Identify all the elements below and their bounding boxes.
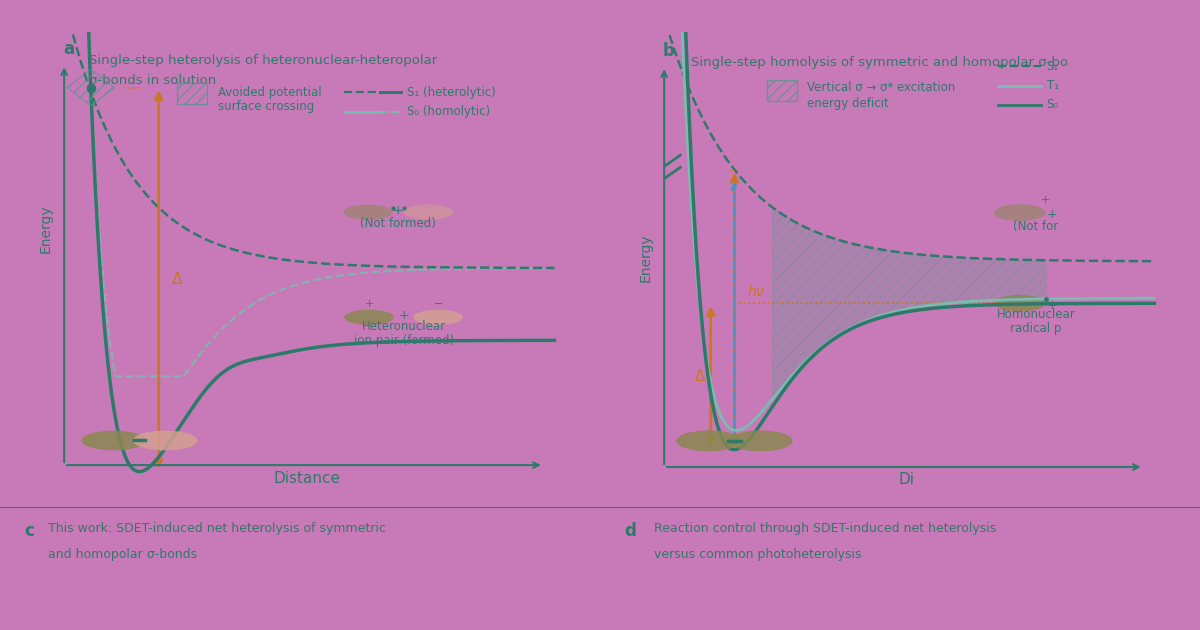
Text: d: d xyxy=(624,522,636,539)
Circle shape xyxy=(994,295,1045,312)
Text: Single-step homolysis of symmetric and homopolar σ-bo: Single-step homolysis of symmetric and h… xyxy=(691,56,1068,69)
Text: +: + xyxy=(398,309,409,322)
Text: and homopolar σ-bonds: and homopolar σ-bonds xyxy=(48,547,197,561)
Bar xyxy=(178,83,208,104)
Text: Δ: Δ xyxy=(695,369,706,384)
Circle shape xyxy=(728,430,793,451)
Circle shape xyxy=(403,205,454,220)
Circle shape xyxy=(82,431,146,450)
Text: Di: Di xyxy=(899,472,914,488)
Text: b: b xyxy=(664,42,674,60)
Circle shape xyxy=(677,430,740,451)
Circle shape xyxy=(413,310,463,325)
Text: Vertical σ → σ* excitation: Vertical σ → σ* excitation xyxy=(808,81,955,94)
Text: Energy: Energy xyxy=(638,234,653,282)
Circle shape xyxy=(133,431,198,450)
Text: This work: SDET-induced net heterolysis of symmetric: This work: SDET-induced net heterolysis … xyxy=(48,522,386,536)
Text: +: + xyxy=(392,204,403,217)
Text: hν: hν xyxy=(748,285,764,299)
Circle shape xyxy=(344,310,394,325)
Text: Avoided potential: Avoided potential xyxy=(218,86,322,99)
Text: σ-bonds in solution: σ-bonds in solution xyxy=(89,74,216,87)
Text: +: + xyxy=(1040,195,1050,205)
Text: Distance: Distance xyxy=(274,471,340,486)
Text: S₀ (homolytic): S₀ (homolytic) xyxy=(407,105,490,118)
Text: S₁: S₁ xyxy=(1046,60,1058,73)
Circle shape xyxy=(343,205,392,220)
Bar xyxy=(767,79,797,101)
Text: S₀: S₀ xyxy=(1046,98,1058,111)
Text: Energy: Energy xyxy=(38,204,53,253)
Text: Single-step heterolysis of heteronuclear-heteropolar: Single-step heterolysis of heteronuclear… xyxy=(89,55,437,67)
Text: S₁ (heterolytic): S₁ (heterolytic) xyxy=(407,86,496,99)
Text: −: − xyxy=(433,299,443,309)
Text: Heteronuclear: Heteronuclear xyxy=(361,320,445,333)
Text: energy deficit: energy deficit xyxy=(808,96,889,110)
Circle shape xyxy=(994,204,1045,221)
Text: T₁: T₁ xyxy=(1046,79,1058,92)
Text: a: a xyxy=(64,40,74,59)
Text: Homonuclear: Homonuclear xyxy=(996,308,1075,321)
Text: Δ: Δ xyxy=(172,272,182,287)
Text: Reaction control through SDET-induced net heterolysis: Reaction control through SDET-induced ne… xyxy=(654,522,996,536)
Text: (Not for: (Not for xyxy=(1013,220,1058,233)
Text: +: + xyxy=(365,299,373,309)
Text: ion pair (formed): ion pair (formed) xyxy=(354,333,454,347)
Text: +: + xyxy=(1046,208,1057,221)
Text: +: + xyxy=(1046,299,1057,311)
Text: c: c xyxy=(24,522,34,539)
Text: versus common photoheterolysis: versus common photoheterolysis xyxy=(654,547,862,561)
Text: surface crossing: surface crossing xyxy=(218,101,314,113)
Text: (Not formed): (Not formed) xyxy=(360,217,436,230)
Text: radical p: radical p xyxy=(1010,322,1062,335)
